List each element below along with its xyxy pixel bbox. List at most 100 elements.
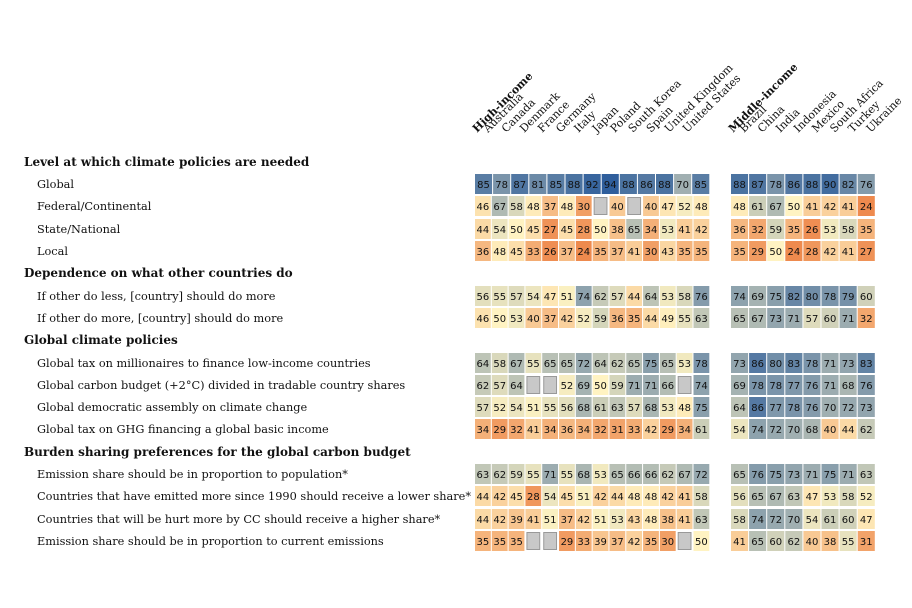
heatmap-cell	[785, 464, 803, 484]
heatmap-cell	[857, 286, 875, 306]
cell-value: 35	[477, 537, 490, 548]
heatmap-cell	[609, 353, 626, 373]
heatmap-cell	[559, 397, 575, 417]
cell-value: 86	[751, 403, 764, 414]
cell-value: 76	[751, 470, 764, 481]
heatmap-cell	[508, 397, 525, 417]
heatmap-cell	[475, 174, 493, 194]
cell-value: 42	[493, 492, 506, 503]
heatmap-cell	[839, 241, 857, 261]
heatmap-cell-na	[677, 532, 692, 550]
cell-value: 37	[544, 202, 557, 213]
cell-value: 28	[527, 492, 540, 503]
cell-value: 75	[769, 292, 782, 303]
cell-value: 78	[787, 403, 800, 414]
cell-value: 67	[510, 359, 523, 370]
cell-value: 65	[611, 470, 624, 481]
heatmap-cell	[609, 375, 626, 395]
cell-value: 50	[787, 202, 800, 213]
heatmap-cell	[542, 509, 559, 529]
heatmap-cell	[857, 375, 875, 395]
heatmap-cell	[731, 464, 749, 484]
heatmap-cell	[475, 397, 491, 417]
cell-value: 88	[658, 180, 671, 191]
heatmap-cell	[508, 509, 525, 529]
heatmap-cell	[559, 531, 575, 551]
heatmap-cell	[626, 219, 643, 239]
heatmap-cell	[559, 308, 575, 328]
heatmap-cell	[601, 174, 619, 194]
cell-value: 29	[751, 247, 764, 258]
cell-value: 48	[561, 202, 574, 213]
heatmap-cell-na	[543, 532, 558, 550]
cell-value: 74	[733, 292, 746, 303]
heatmap-cell	[475, 196, 491, 216]
cell-value: 37	[544, 314, 557, 325]
heatmap-cell	[626, 509, 643, 529]
cell-value: 53	[594, 470, 607, 481]
heatmap-cell	[857, 419, 875, 439]
cell-value: 32	[751, 225, 764, 236]
heatmap-cell	[643, 397, 659, 417]
heatmap-cell	[659, 286, 676, 306]
cell-value: 88	[568, 180, 581, 191]
cell-value: 42	[661, 492, 674, 503]
cell-value: 64	[510, 381, 523, 392]
heatmap-cell	[542, 353, 559, 373]
cell-value: 44	[477, 225, 490, 236]
cell-value: 61	[824, 515, 837, 526]
cell-value: 43	[661, 247, 674, 258]
heatmap-cell	[767, 509, 785, 529]
heatmap-cell	[803, 174, 821, 194]
cell-value: 47	[544, 292, 557, 303]
cell-value: 40	[611, 202, 624, 213]
cell-value: 65	[661, 359, 674, 370]
cell-value: 42	[695, 225, 708, 236]
cell-value: 27	[544, 225, 557, 236]
heatmap-cell	[821, 531, 839, 551]
heatmap-cell	[525, 353, 542, 373]
cell-value: 72	[842, 403, 855, 414]
cell-value: 58	[678, 292, 691, 303]
cell-value: 32	[510, 425, 523, 436]
cell-value: 40	[824, 425, 837, 436]
cell-value: 72	[769, 515, 782, 526]
heatmap-cell	[839, 375, 857, 395]
heatmap-cell-na	[526, 376, 541, 394]
cell-value: 57	[611, 292, 624, 303]
cell-value: 33	[527, 247, 540, 258]
heatmap-cell	[508, 531, 525, 551]
heatmap-cell	[525, 397, 542, 417]
heatmap-cell	[525, 464, 542, 484]
cell-value: 76	[806, 403, 819, 414]
heatmap-cell	[609, 219, 626, 239]
heatmap-cell	[626, 286, 643, 306]
cell-value: 80	[769, 359, 782, 370]
heatmap-cell	[803, 531, 821, 551]
cell-value: 51	[577, 492, 590, 503]
heatmap-cell	[693, 419, 710, 439]
cell-value: 55	[493, 292, 506, 303]
cell-value: 71	[645, 381, 658, 392]
cell-value: 48	[527, 202, 540, 213]
heatmap-cell	[626, 397, 643, 417]
heatmap-cell	[491, 286, 508, 306]
heatmap-cell	[821, 174, 839, 194]
cell-value: 62	[493, 470, 506, 481]
heatmap-cell	[767, 308, 785, 328]
cell-value: 40	[806, 537, 819, 548]
cell-value: 55	[527, 470, 540, 481]
cell-value: 50	[510, 225, 523, 236]
heatmap-cell	[749, 308, 767, 328]
heatmap-cell	[693, 286, 710, 306]
cell-value: 85	[477, 180, 490, 191]
cell-value: 71	[787, 314, 800, 325]
cell-value: 53	[661, 403, 674, 414]
heatmap-cell	[542, 286, 559, 306]
cell-value: 44	[842, 425, 855, 436]
heatmap-cell	[575, 219, 592, 239]
heatmap-cell	[693, 486, 710, 506]
heatmap-cell	[693, 509, 710, 529]
cell-value: 79	[842, 292, 855, 303]
heatmap-cell	[659, 375, 676, 395]
